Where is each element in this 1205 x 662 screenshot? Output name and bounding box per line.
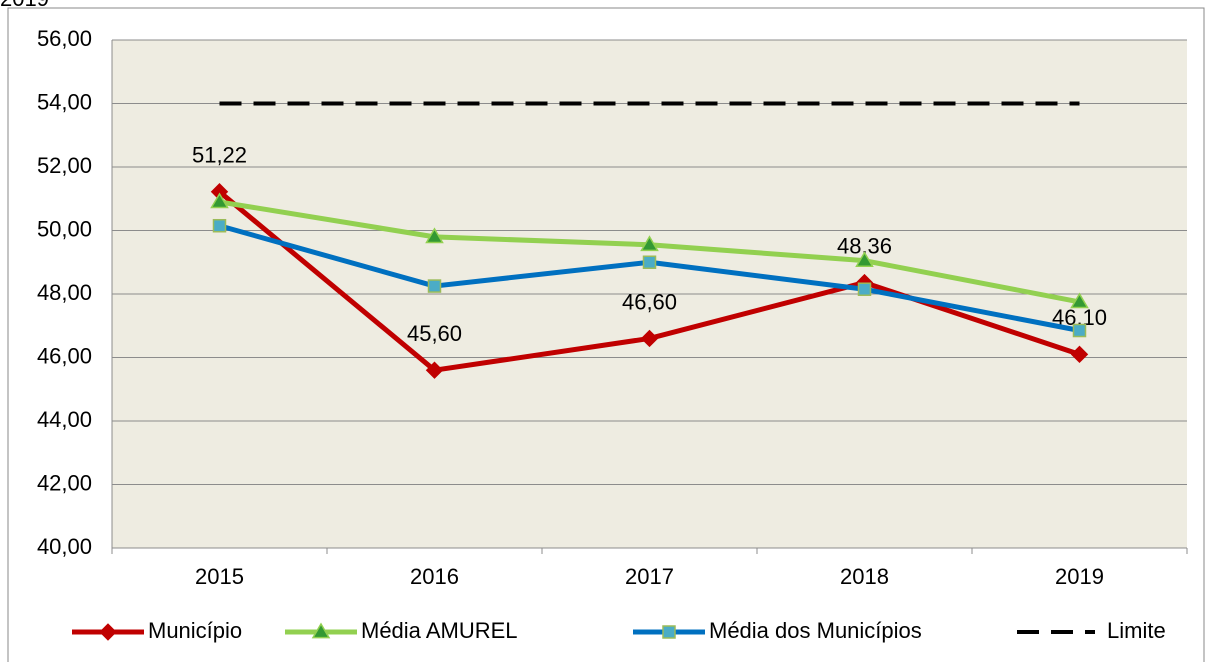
legend-label: Média dos Municípios	[709, 618, 922, 643]
data-label: 51,22	[192, 143, 247, 168]
x-tick-label: 2019	[1055, 564, 1104, 589]
y-tick-label: 50,00	[37, 216, 92, 241]
y-tick-label: 48,00	[37, 280, 92, 305]
data-point	[425, 227, 444, 244]
x-tick-label: 2016	[410, 564, 459, 589]
y-tick-label: 54,00	[37, 89, 92, 114]
x-tick-label: 2015	[195, 564, 244, 589]
data-point	[1072, 323, 1087, 338]
y-tick-label: 52,00	[37, 153, 92, 178]
data-label: 45,60	[407, 321, 462, 346]
data-point	[425, 361, 444, 379]
legend-label: Média AMUREL	[361, 618, 518, 643]
data-label: 46,60	[622, 289, 677, 314]
data-point	[1070, 345, 1089, 364]
legend-marker	[99, 623, 117, 641]
data-point	[640, 329, 659, 348]
data-point	[210, 192, 229, 209]
legend-marker	[662, 625, 676, 639]
data-point	[857, 282, 872, 296]
data-point	[212, 218, 227, 233]
x-tick-label: 2018	[840, 564, 889, 589]
y-tick-label: 46,00	[37, 343, 92, 368]
data-point	[642, 255, 657, 269]
y-tick-label: 56,00	[37, 26, 92, 51]
data-point	[640, 235, 659, 252]
x-tick-label: 2017	[625, 564, 674, 589]
y-tick-label: 44,00	[37, 407, 92, 432]
data-point	[1070, 292, 1089, 309]
y-tick-label: 42,00	[37, 470, 92, 495]
chart-title: 2019	[0, 0, 49, 11]
y-tick-label: 40,00	[37, 534, 92, 559]
legend-label: Município	[148, 618, 242, 643]
legend-label: Limite	[1107, 618, 1166, 643]
legend-marker	[311, 622, 331, 639]
data-point	[427, 279, 442, 293]
data-point	[855, 251, 874, 268]
